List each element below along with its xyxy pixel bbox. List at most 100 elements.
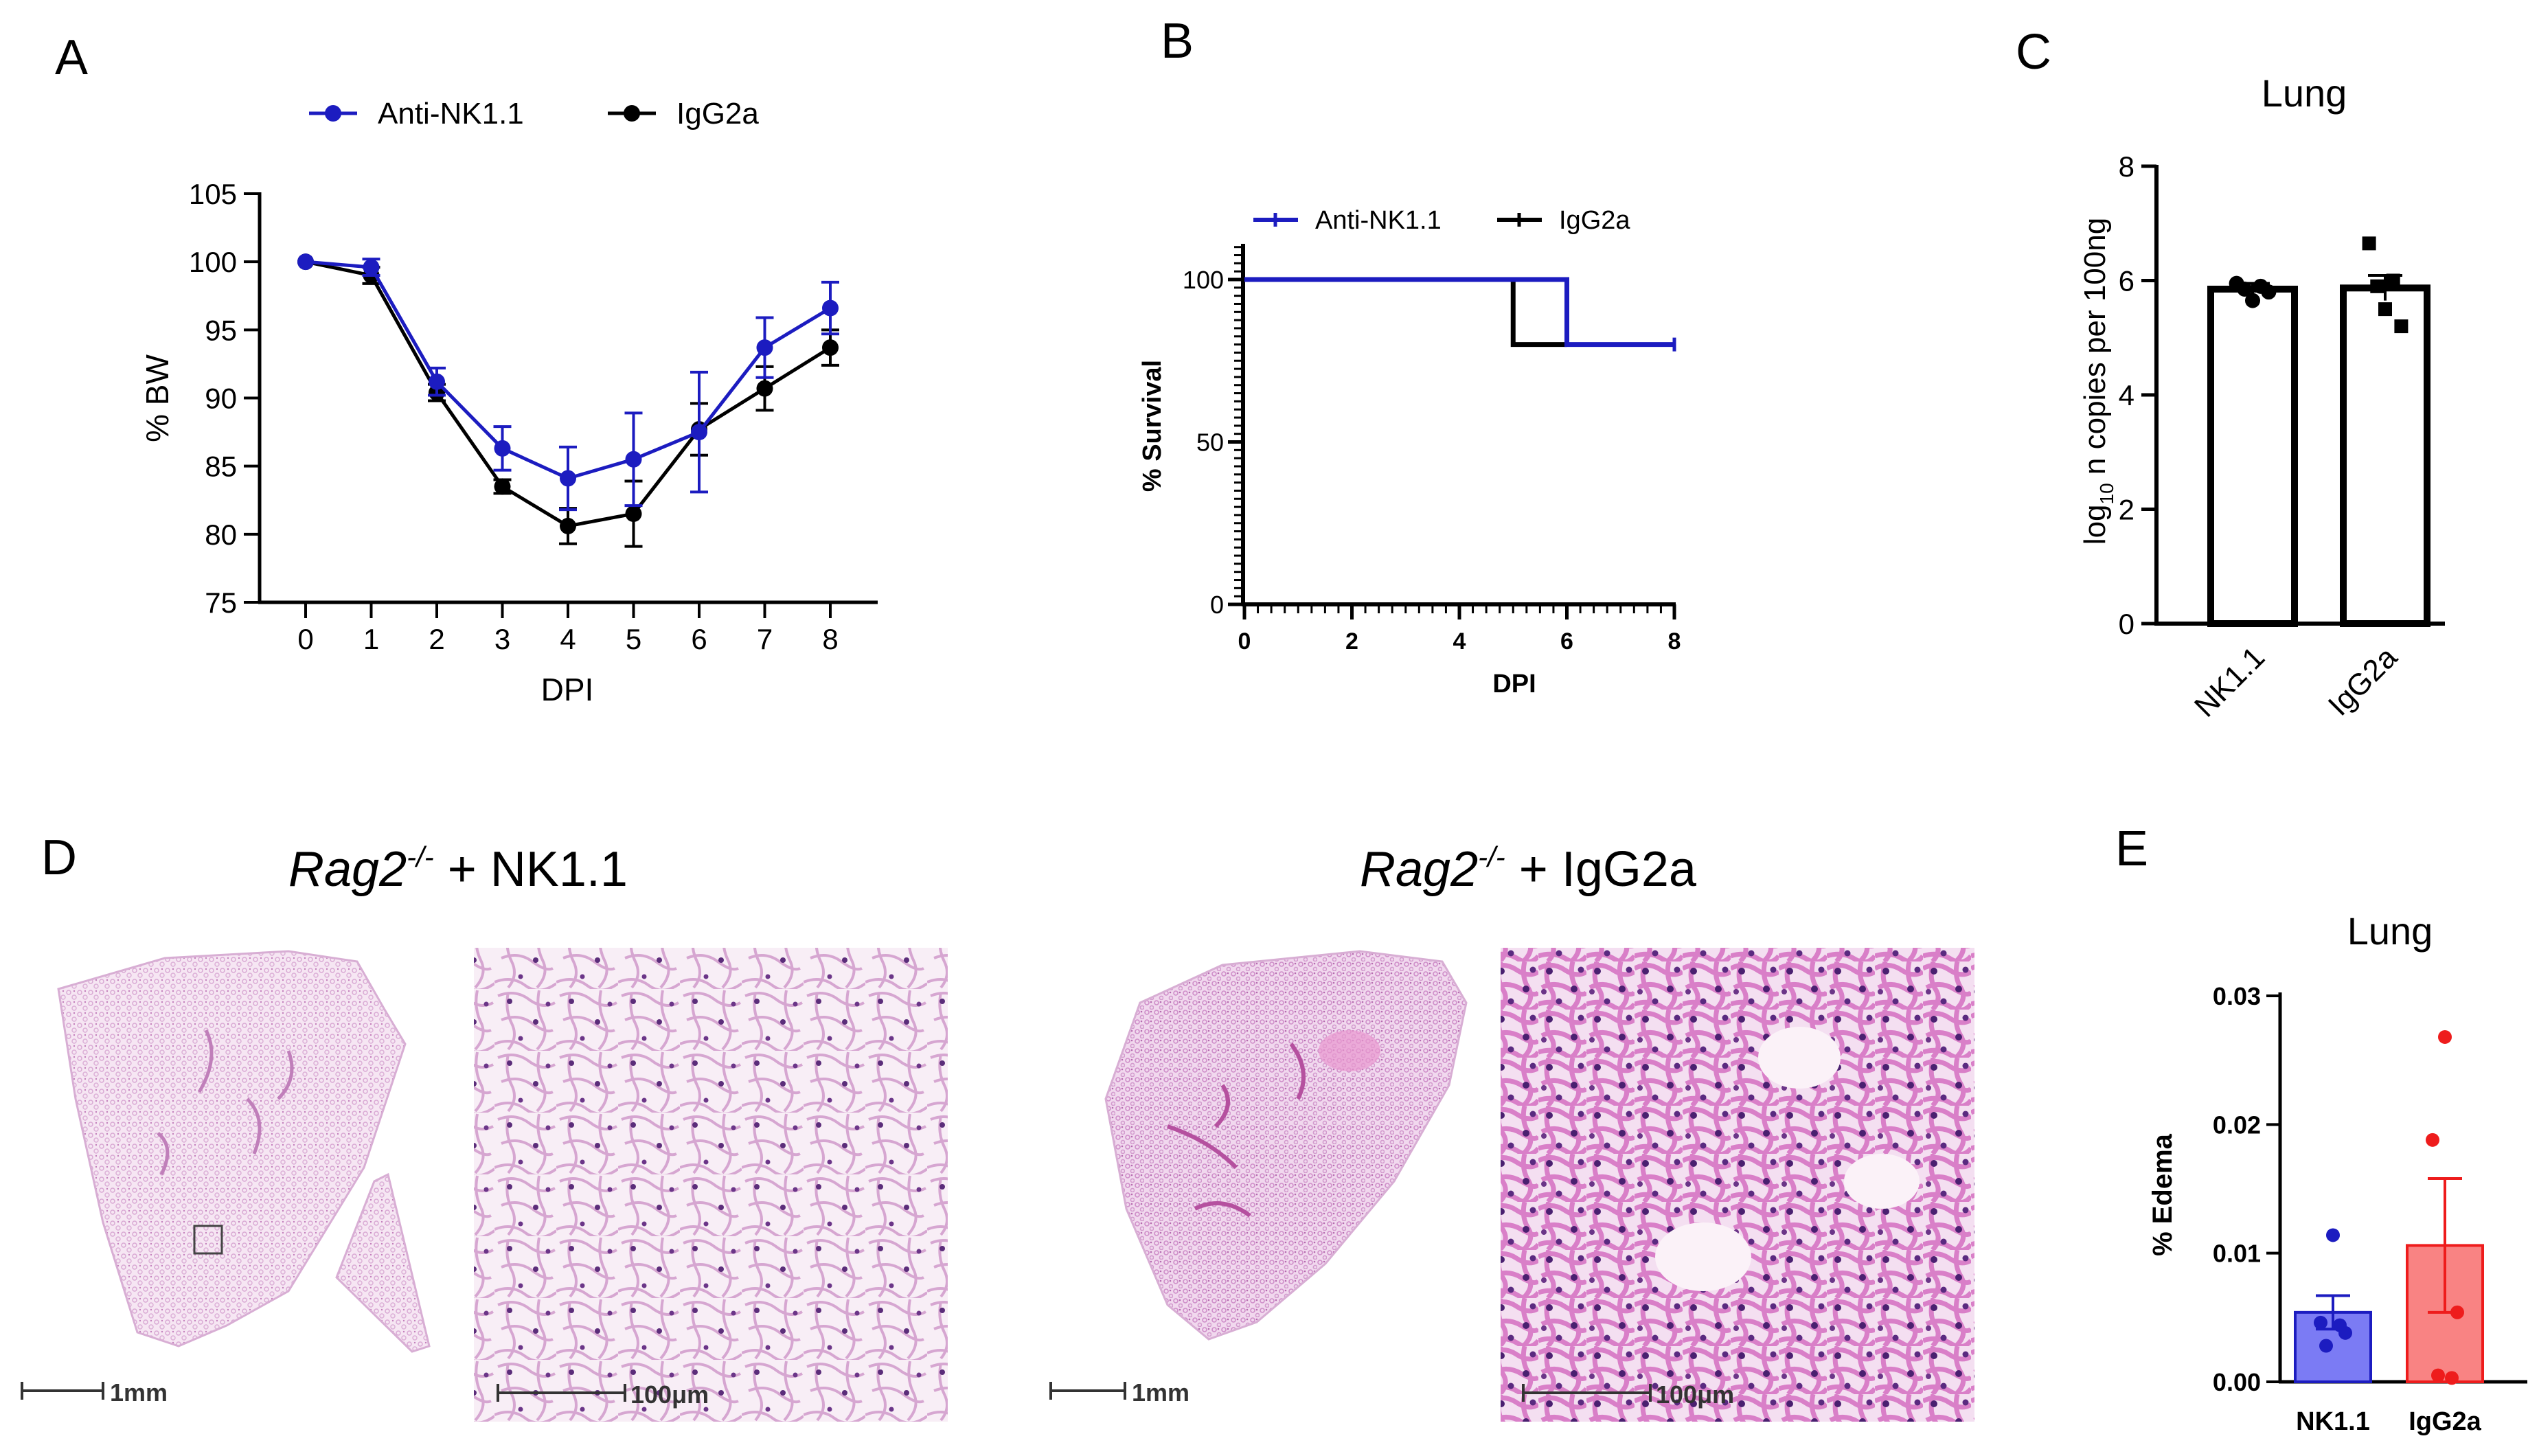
panel-label-d: D (41, 830, 77, 885)
x-category-label: NK1.1 (2296, 1407, 2370, 1436)
x-tick-label: 2 (429, 623, 444, 655)
data-point (560, 470, 576, 487)
data-point (297, 253, 314, 271)
alveolar-space (1758, 1027, 1841, 1089)
panel-c-x-labels: NK1.1 IgG2a (2188, 640, 2404, 723)
x-tick-label: 6 (1560, 628, 1573, 655)
x-tick-label: 0 (297, 623, 313, 655)
x-tick-label: 7 (757, 623, 773, 655)
data-point (2326, 1228, 2340, 1242)
y-tick-label: 4 (2119, 379, 2134, 411)
y-tick-label: 0.03 (2213, 982, 2261, 1010)
data-point (2362, 236, 2376, 251)
panel-label-a: A (55, 30, 88, 85)
data-point (2314, 1315, 2327, 1330)
panel-a-legend: Anti-NK1.1 IgG2a (309, 97, 759, 130)
panel-a-x-label: DPI (541, 672, 594, 707)
legend-label-anti-nk: Anti-NK1.1 (1315, 206, 1442, 235)
histology-title-nk11-gene: Rag2 (288, 842, 407, 897)
survival-step-igg2a (1244, 277, 1567, 348)
panel-label-b: B (1161, 14, 1194, 69)
x-tick-label: 4 (560, 623, 576, 655)
data-point (756, 380, 773, 397)
x-tick-label: 5 (626, 623, 641, 655)
alveolar-space (1655, 1222, 1751, 1291)
data-point (691, 424, 707, 441)
histology-title-nk11: Rag2-/- + NK1.1 (288, 841, 628, 897)
scale-bar-100um-label: 100μm (630, 1380, 709, 1409)
x-tick-label: 8 (822, 623, 838, 655)
data-point (756, 339, 773, 356)
data-point (2245, 293, 2260, 308)
data-point (2438, 1030, 2452, 1044)
panel-a-series (297, 253, 839, 548)
y-tick-label: 0.00 (2213, 1368, 2261, 1396)
histology-highmag-nk11: 100μm (474, 948, 948, 1422)
panel-e-x-labels: NK1.1 IgG2a (2296, 1407, 2482, 1436)
histology-lowmag-igg2a: 1mm (1049, 950, 1468, 1407)
y-tick-label: 85 (205, 451, 237, 483)
data-point (625, 451, 642, 468)
y-tick-label: 90 (205, 383, 237, 415)
x-tick-label: 6 (691, 623, 707, 655)
series-anti-nk1-1 (297, 253, 839, 512)
y-tick-label: 0 (2119, 608, 2134, 640)
panel-e-edema-chart: Lung 0.00 0.01 0.02 0.03 NK1.1 IgG2a % Edema (2148, 909, 2527, 1436)
x-tick-label: 8 (1668, 628, 1681, 655)
legend-label-anti-nk: Anti-NK1.1 (378, 97, 524, 130)
x-tick-label: 1 (363, 623, 379, 655)
data-point (822, 299, 839, 317)
legend-label-igg2a: IgG2a (676, 97, 759, 130)
x-tick-label: 3 (494, 623, 510, 655)
data-point (2378, 302, 2392, 317)
lung-airways (157, 1029, 294, 1176)
y-tick-label: 105 (189, 178, 237, 210)
panel-e-y-label: % Edema (2148, 1133, 2178, 1256)
panel-a-bodyweight-chart: Anti-NK1.1 IgG2a 75 80 85 90 95 100 105 0 1 2 3 4 5… (139, 97, 878, 707)
legend-marker-anti-nk (325, 105, 341, 122)
histology-title-igg2a: Rag2-/- + IgG2a (1360, 841, 1697, 897)
y-tick-label: 6 (2119, 265, 2134, 297)
data-point (2319, 1339, 2333, 1353)
data-point (2431, 1368, 2445, 1383)
panel-a-x-ticks: 0 1 2 3 4 5 6 7 8 (297, 602, 839, 655)
y-tick-label: 0.01 (2213, 1240, 2261, 1268)
bar-igg2a (2340, 284, 2430, 627)
histology-title-nk11-rest: + NK1.1 (434, 842, 628, 897)
y-tick-label: 100 (1183, 266, 1224, 294)
data-point (2450, 1305, 2464, 1319)
micrograph-nk11 (474, 948, 948, 1422)
y-tick-label: 50 (1196, 429, 1224, 457)
scale-bar-100um-label: 100μm (1656, 1380, 1734, 1409)
data-point (2394, 319, 2409, 334)
panel-b-x-ticks: 0 2 4 6 8 (1238, 604, 1681, 655)
panel-b-y-label: % Survival (1138, 360, 1167, 492)
panel-d-histology: Rag2-/- + NK1.1 Rag2-/- + IgG2a 1mm 100μ… (21, 841, 1974, 1422)
panel-c-y-label-log: log (2078, 504, 2112, 545)
data-point (363, 259, 380, 276)
zoom-inset-box (193, 1225, 223, 1255)
data-point (2445, 1371, 2459, 1385)
y-tick-label: 80 (205, 519, 237, 551)
panel-b-survival-chart: Anti-NK1.1 IgG2a 0 50 100 0 2 4 6 8 % Survival… (1138, 206, 1681, 698)
panel-b-y-ticks: 0 50 100 (1183, 246, 1243, 619)
legend-marker-igg2a (624, 105, 640, 122)
data-point (625, 505, 642, 523)
data-point (2333, 1318, 2347, 1332)
x-category-label: IgG2a (2409, 1407, 2481, 1436)
panel-c-lung-copies-chart: Lung 0 2 4 6 8 NK1.1 IgG2a log10 n copies per… (2078, 71, 2445, 724)
lung-lobe-large (57, 950, 407, 1347)
panel-c-title: Lung (2262, 71, 2347, 115)
histology-title-nk11-sup: -/- (407, 841, 434, 873)
lung-lobe-small (335, 1172, 431, 1353)
data-point (2370, 279, 2384, 293)
panel-c-y-ticks: 0 2 4 6 8 (2119, 150, 2156, 640)
x-category-label: NK1.1 (2188, 640, 2271, 723)
scale-bar-1mm-label: 1mm (1132, 1378, 1189, 1407)
panel-e-y-ticks: 0.00 0.01 0.02 0.03 (2213, 982, 2280, 1396)
x-tick-label: 4 (1453, 628, 1466, 655)
y-tick-label: 8 (2119, 150, 2134, 183)
data-point (2386, 273, 2400, 288)
lung-airways (1167, 1043, 1306, 1218)
alveolar-space (1844, 1154, 1920, 1209)
